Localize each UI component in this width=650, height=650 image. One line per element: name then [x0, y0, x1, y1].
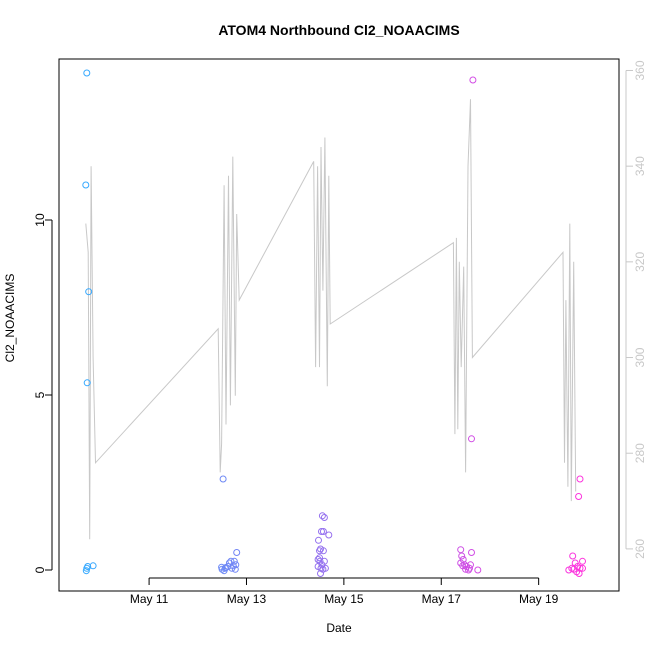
y2-tick-label: 260: [633, 539, 647, 559]
y2-tick-label: 340: [633, 156, 647, 176]
y2-tick-label: 280: [633, 443, 647, 463]
data-point: [317, 570, 324, 577]
data-point: [468, 435, 475, 443]
data-point: [468, 549, 475, 556]
x-axis: May 11 May 13 May 15 May 17 May 19: [130, 577, 559, 606]
data-point: [469, 76, 477, 84]
data-point: [320, 514, 328, 521]
data-point: [467, 561, 474, 569]
data-point: [474, 566, 482, 574]
x-axis-label: Date: [326, 621, 352, 635]
data-point: [218, 565, 226, 573]
altitude-line-layer: [85, 99, 577, 540]
data-point: [579, 557, 586, 565]
data-point: [316, 547, 323, 555]
y-tick-label: 10: [33, 213, 47, 227]
altitude-line: [85, 99, 577, 540]
data-point: [221, 564, 229, 572]
scatter-layer: [82, 69, 586, 577]
x-tick-label: May 15: [324, 592, 364, 606]
data-point: [318, 528, 325, 535]
data-point: [85, 288, 93, 296]
data-point: [316, 554, 323, 562]
data-point: [320, 557, 328, 565]
x-tick-label: May 19: [519, 592, 559, 606]
data-point: [459, 562, 467, 570]
y-tick-label: 0: [33, 566, 47, 573]
data-point: [576, 564, 584, 572]
data-point: [565, 566, 573, 574]
y2-tick-label: 300: [633, 347, 647, 367]
y-axis-left: 0 5 10: [33, 213, 53, 573]
y2-tick-label: 320: [633, 252, 647, 272]
data-point: [83, 69, 91, 77]
data-point: [466, 564, 473, 572]
x-tick-label: May 13: [227, 592, 267, 606]
plot-frame: [58, 58, 620, 592]
x-tick-label: May 17: [422, 592, 462, 606]
data-point: [458, 552, 466, 560]
x-tick-label: May 11: [130, 592, 169, 606]
data-point: [318, 512, 326, 520]
y-axis-right: 260 280 300 320 340 360: [625, 60, 647, 559]
data-point: [232, 561, 240, 569]
data-point: [575, 493, 583, 500]
data-point: [319, 547, 327, 555]
data-point: [83, 379, 91, 387]
data-point: [89, 562, 97, 570]
data-point: [576, 475, 584, 483]
y-tick-label: 5: [33, 391, 47, 398]
data-point: [219, 475, 227, 483]
data-point: [325, 531, 333, 539]
y2-tick-label: 360: [633, 60, 647, 80]
data-point: [82, 181, 90, 189]
chart-title: ATOM4 Northbound Cl2_NOAACIMS: [218, 22, 459, 38]
data-point: [319, 528, 327, 535]
data-point: [82, 567, 90, 575]
data-point: [314, 556, 322, 563]
data-point: [315, 536, 322, 544]
data-point: [84, 563, 92, 570]
data-point: [579, 564, 586, 572]
y-axis-label: Cl2_NOAACIMS: [3, 274, 17, 363]
data-point: [321, 564, 329, 572]
data-point: [575, 570, 583, 577]
data-point: [233, 549, 241, 556]
data-point: [571, 559, 579, 567]
data-point: [231, 565, 239, 573]
data-point: [230, 557, 238, 565]
data-point: [569, 552, 577, 560]
